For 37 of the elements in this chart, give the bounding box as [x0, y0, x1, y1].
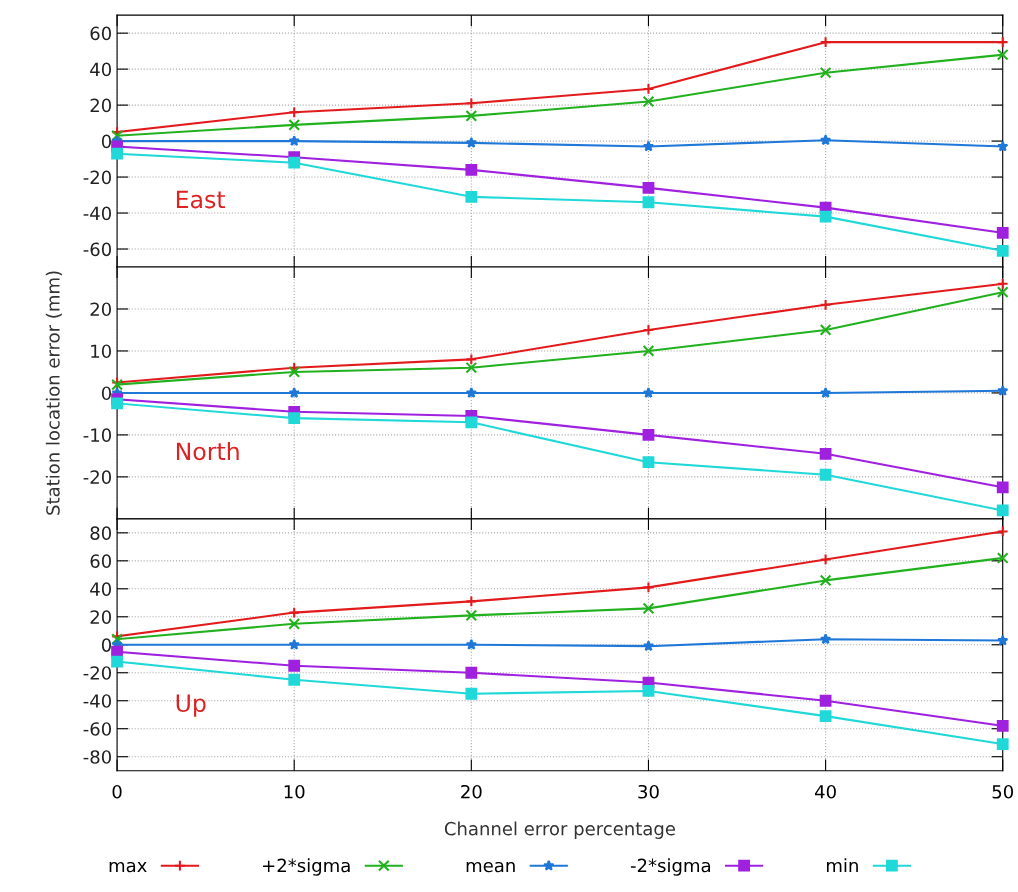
x-tick-label: 50 [992, 784, 1014, 799]
y-tick-label: 60 [90, 26, 112, 41]
y-tick-label: 80 [90, 526, 112, 540]
y-tick-label: -60 [83, 242, 112, 257]
y-axis-title: Station location error (mm) [45, 271, 62, 515]
x-axis-title: Channel error percentage [444, 821, 675, 839]
y-tick-label: 40 [90, 62, 112, 77]
annotation: Up [176, 694, 206, 717]
y-tick-label: 10 [91, 344, 112, 359]
y-tick-label: -20 [83, 170, 112, 185]
legend-label: max [109, 861, 147, 873]
x-tick-label: 20 [461, 784, 482, 799]
legend-label: mean [466, 861, 515, 873]
legend-label: +2*sigma [263, 858, 350, 876]
y-tick-label: 40 [90, 582, 112, 596]
legend-label: -2*sigma [630, 858, 710, 876]
y-tick-label: -40 [83, 694, 112, 708]
legend-label: min [826, 858, 858, 872]
annotation: North [176, 441, 239, 461]
x-tick-label: 0 [112, 784, 122, 799]
x-tick-label: 30 [638, 784, 659, 799]
y-tick-label: -80 [83, 750, 112, 764]
y-tick-label: -60 [83, 722, 112, 736]
x-tick-label: 40 [814, 784, 836, 799]
y-tick-label: 20 [90, 302, 112, 317]
y-tick-label: -10 [83, 428, 112, 443]
y-tick-label: 20 [90, 98, 112, 113]
annotation: East [176, 190, 226, 209]
y-tick-label: 0 [101, 134, 112, 149]
y-tick-label: 0 [101, 638, 112, 652]
y-tick-label: -40 [83, 206, 112, 221]
y-tick-label: -20 [83, 666, 112, 680]
y-tick-label: -20 [83, 470, 112, 484]
y-tick-label: 0 [101, 386, 112, 401]
y-tick-label: 60 [90, 554, 112, 568]
y-tick-label: 20 [90, 610, 112, 624]
x-tick-label: 10 [284, 784, 305, 799]
